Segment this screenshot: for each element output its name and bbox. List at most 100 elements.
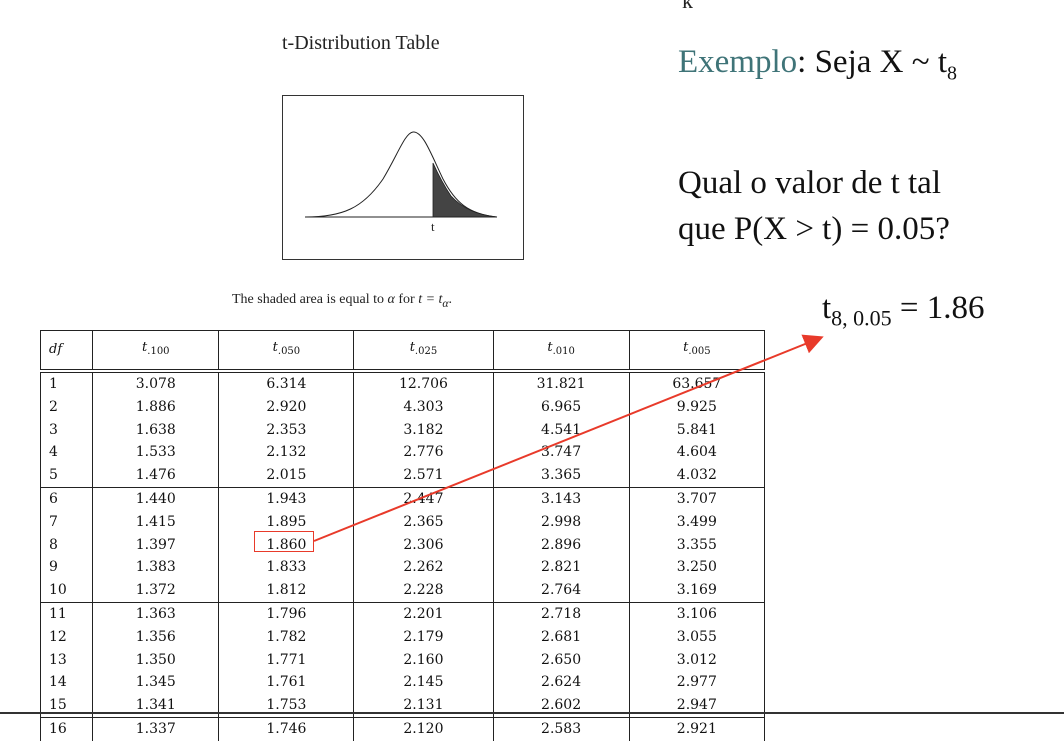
table-row: 15 1.341 1.753 2.131 2.602 2.947 xyxy=(39,694,766,718)
value-cell: 1.440 xyxy=(92,486,220,511)
value-cell: 1.782 xyxy=(218,625,355,649)
df-cell: 3 xyxy=(39,418,94,442)
value-cell: 2.228 xyxy=(353,579,494,603)
example-keyword: Exemplo xyxy=(678,44,798,80)
table-row: 14 1.345 1.761 2.145 2.624 2.977 xyxy=(39,671,766,695)
value-cell: 3.499 xyxy=(628,510,766,534)
t-distribution-table: df t.100 t.050 t.025 t.010 t.005 1 3.078 6… xyxy=(39,330,766,741)
df-cell: 14 xyxy=(39,671,94,695)
value-cell: 1.356 xyxy=(92,625,220,649)
df-cell: 5 xyxy=(39,464,94,488)
value-cell: 1.943 xyxy=(218,486,355,511)
question-text: Qual o valor de t tal que P(X > t) = 0.0… xyxy=(678,165,950,247)
distribution-figure: t xyxy=(282,95,524,260)
value-cell: 2.921 xyxy=(628,716,766,741)
highlighted-cell-box xyxy=(254,531,314,552)
example-heading: Exemplo: Seja X ~ t8 xyxy=(678,44,957,85)
value-cell: 1.533 xyxy=(92,441,220,465)
value-cell: 1.796 xyxy=(218,601,355,626)
value-cell: 1.771 xyxy=(218,648,355,672)
value-cell: 3.355 xyxy=(628,533,766,557)
value-cell: 2.015 xyxy=(218,464,355,488)
value-cell: 3.055 xyxy=(628,625,766,649)
df-cell: 4 xyxy=(39,441,94,465)
value-cell: 2.571 xyxy=(353,464,494,488)
value-cell: 1.833 xyxy=(218,556,355,580)
value-cell: 2.920 xyxy=(218,395,355,419)
value-cell: 3.078 xyxy=(92,369,220,396)
cut-off-heading-fragment: k xyxy=(682,0,693,13)
value-cell: 1.638 xyxy=(92,418,220,442)
table-row: 10 1.372 1.812 2.228 2.764 3.169 xyxy=(39,579,766,603)
df-cell: 10 xyxy=(39,579,94,603)
value-cell: 12.706 xyxy=(353,369,494,396)
value-cell: 2.160 xyxy=(353,648,494,672)
df-cell: 12 xyxy=(39,625,94,649)
df-cell: 15 xyxy=(39,694,94,718)
value-cell: 2.201 xyxy=(353,601,494,626)
value-cell: 2.776 xyxy=(353,441,494,465)
df-cell: 13 xyxy=(39,648,94,672)
table-row: 11 1.363 1.796 2.201 2.718 3.106 xyxy=(39,601,766,626)
value-cell: 2.179 xyxy=(353,625,494,649)
value-cell: 3.707 xyxy=(628,486,766,511)
value-cell: 3.143 xyxy=(492,486,630,511)
df-cell: 16 xyxy=(39,716,94,741)
value-cell: 3.182 xyxy=(353,418,494,442)
value-cell: 1.761 xyxy=(218,671,355,695)
table-row: 3 1.638 2.353 3.182 4.541 5.841 xyxy=(39,418,766,442)
slide-bottom-rule xyxy=(0,712,1064,714)
value-cell: 3.169 xyxy=(628,579,766,603)
df-cell: 9 xyxy=(39,556,94,580)
value-cell: 3.747 xyxy=(492,441,630,465)
value-cell: 4.032 xyxy=(628,464,766,488)
t-curve-graphic xyxy=(304,131,498,218)
table-title: t-Distribution Table xyxy=(282,32,440,54)
table-header-row: df t.100 t.050 t.025 t.010 t.005 xyxy=(39,330,766,372)
value-cell: 1.397 xyxy=(92,533,220,557)
value-cell: 2.977 xyxy=(628,671,766,695)
figure-caption: The shaded area is equal to α for t = tα… xyxy=(232,292,453,310)
value-cell: 2.365 xyxy=(353,510,494,534)
value-cell: 2.131 xyxy=(353,694,494,718)
table-row: 7 1.415 1.895 2.365 2.998 3.499 xyxy=(39,510,766,534)
value-cell: 2.262 xyxy=(353,556,494,580)
value-cell: 4.303 xyxy=(353,395,494,419)
value-cell: 2.650 xyxy=(492,648,630,672)
value-cell: 6.965 xyxy=(492,395,630,419)
header-col-2: t.050 xyxy=(218,330,355,372)
value-cell: 2.583 xyxy=(492,716,630,741)
table-row: 13 1.350 1.771 2.160 2.650 3.012 xyxy=(39,648,766,672)
value-cell: 1.415 xyxy=(92,510,220,534)
value-cell: 2.447 xyxy=(353,486,494,511)
table-row: 9 1.383 1.833 2.262 2.821 3.250 xyxy=(39,556,766,580)
value-cell: 2.764 xyxy=(492,579,630,603)
value-cell: 1.383 xyxy=(92,556,220,580)
df-cell: 11 xyxy=(39,601,94,626)
value-cell: 3.012 xyxy=(628,648,766,672)
value-cell: 2.132 xyxy=(218,441,355,465)
value-cell: 4.541 xyxy=(492,418,630,442)
value-cell: 1.886 xyxy=(92,395,220,419)
value-cell: 2.602 xyxy=(492,694,630,718)
shaded-tail-area xyxy=(432,162,498,218)
value-cell: 1.350 xyxy=(92,648,220,672)
value-cell: 2.120 xyxy=(353,716,494,741)
df-cell: 8 xyxy=(39,533,94,557)
value-cell: 1.345 xyxy=(92,671,220,695)
df-cell: 7 xyxy=(39,510,94,534)
df-cell: 1 xyxy=(39,369,94,396)
value-cell: 1.337 xyxy=(92,716,220,741)
header-col-3: t.025 xyxy=(353,330,494,372)
value-cell: 2.145 xyxy=(353,671,494,695)
value-cell: 2.947 xyxy=(628,694,766,718)
value-cell: 2.998 xyxy=(492,510,630,534)
table-row: 8 1.397 1.860 2.306 2.896 3.355 xyxy=(39,533,766,557)
value-cell: 2.681 xyxy=(492,625,630,649)
value-cell: 2.306 xyxy=(353,533,494,557)
value-cell: 2.718 xyxy=(492,601,630,626)
table-row: 5 1.476 2.015 2.571 3.365 4.032 xyxy=(39,464,766,488)
df-cell: 6 xyxy=(39,486,94,511)
value-cell: 63.657 xyxy=(628,369,766,396)
t-marker-label: t xyxy=(431,219,435,234)
